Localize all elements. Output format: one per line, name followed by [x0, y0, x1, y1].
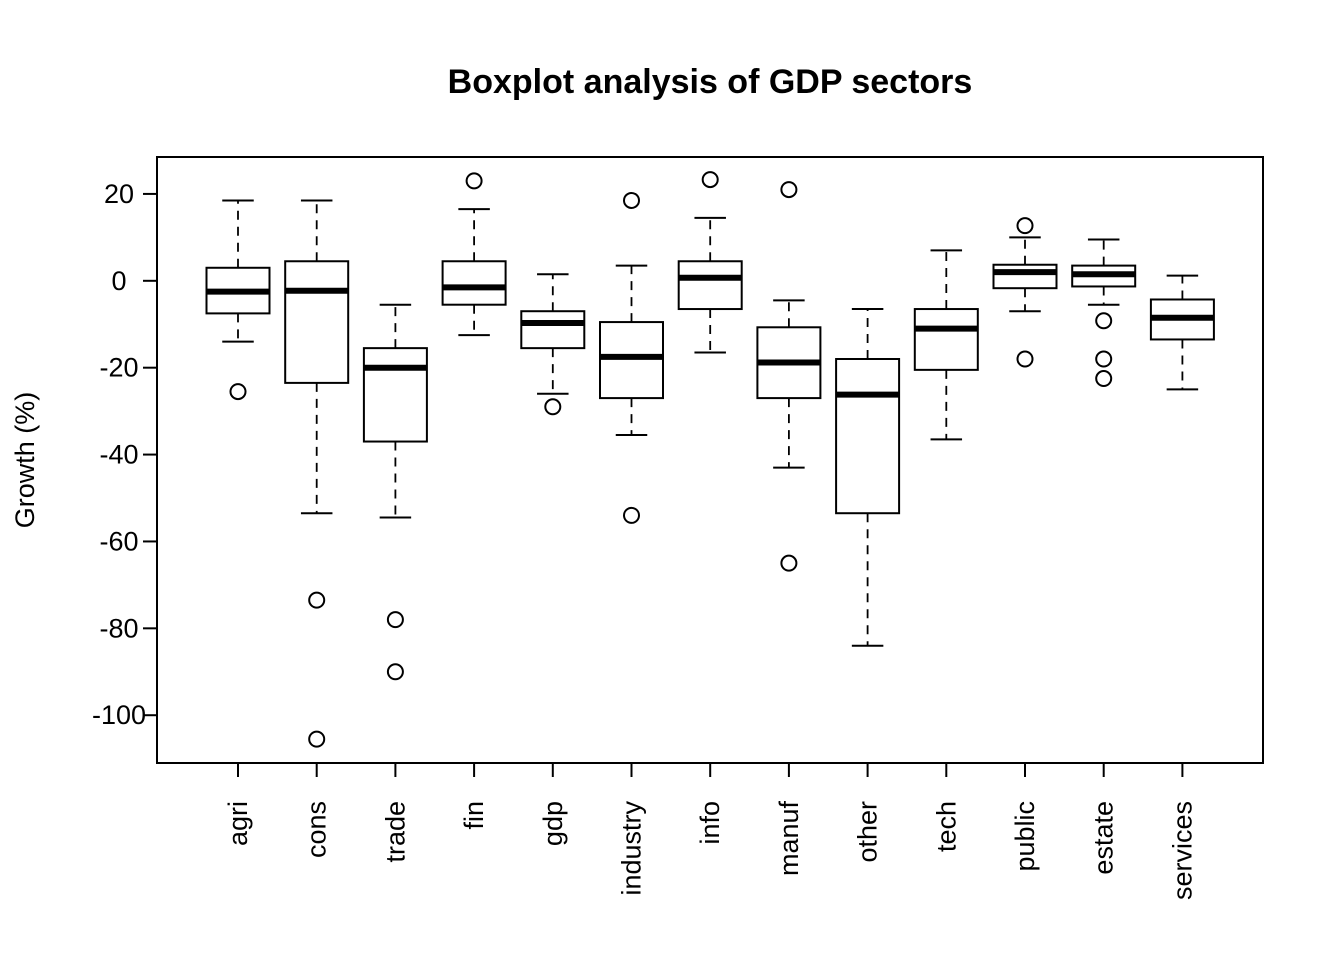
y-axis: 20 0 -20 -40 -60 -80 -100 [92, 179, 158, 730]
y-tick-label: -40 [99, 440, 138, 470]
y-axis-label: Growth (%) [10, 392, 40, 529]
x-tick-label: public [1010, 801, 1040, 872]
outlier-point [623, 506, 640, 524]
box-series [205, 171, 1215, 748]
outlier-point [1016, 350, 1034, 368]
outlier-point [386, 611, 404, 629]
x-tick-label: trade [380, 801, 410, 863]
x-tick-label: estate [1089, 801, 1119, 875]
box-iqr [992, 263, 1058, 290]
x-tick-label: manuf [774, 801, 804, 877]
x-axis: agri cons trade fin gdp industry info manuf othe… [223, 762, 1197, 900]
outlier-point [1016, 217, 1034, 235]
outlier-point [623, 191, 640, 209]
box-public [992, 217, 1058, 368]
box-iqr [913, 308, 979, 371]
x-tick-label: fin [459, 801, 489, 830]
box-iqr [835, 358, 901, 515]
x-tick-label: gdp [538, 801, 568, 846]
chart-title: Boxplot analysis of GDP sectors [448, 63, 973, 101]
y-tick-label: 20 [104, 179, 134, 209]
outlier-point [701, 171, 719, 189]
box-gdp [520, 273, 586, 416]
box-iqr [441, 260, 507, 306]
box-estate [1071, 238, 1137, 388]
box-iqr [520, 310, 586, 350]
y-tick-label: -80 [99, 613, 138, 643]
x-tick-label: info [695, 801, 725, 845]
box-cons [284, 199, 350, 748]
x-tick-label: services [1167, 801, 1197, 900]
outlier-point [544, 398, 562, 416]
x-tick-label: other [853, 801, 883, 863]
box-fin [441, 172, 507, 337]
outlier-point [1095, 312, 1113, 330]
box-tech [913, 249, 979, 441]
y-tick-label: -100 [92, 700, 146, 730]
box-iqr [284, 260, 350, 384]
box-iqr [599, 321, 664, 400]
outlier-point [465, 172, 483, 190]
y-tick-label: -20 [99, 353, 138, 383]
y-tick-label: -60 [99, 526, 138, 556]
box-other [835, 308, 901, 647]
plot-frame [156, 156, 1264, 764]
box-iqr [362, 347, 428, 443]
box-industry [599, 191, 664, 524]
outlier-point [1095, 370, 1113, 388]
box-manuf [756, 181, 822, 572]
outlier-point [308, 730, 326, 748]
box-trade [362, 303, 428, 681]
x-tick-label: agri [223, 801, 253, 846]
y-tick-label: 0 [111, 266, 126, 296]
outlier-point [308, 591, 326, 609]
outlier-point [780, 554, 798, 572]
x-tick-label: tech [931, 801, 961, 852]
box-info [677, 171, 743, 354]
x-tick-label: industry [617, 801, 647, 896]
outlier-point [1095, 350, 1113, 368]
box-services [1149, 274, 1215, 391]
outlier-point [386, 663, 404, 681]
box-agri [205, 199, 271, 401]
outlier-point [780, 181, 798, 199]
x-tick-label: cons [302, 801, 332, 858]
outlier-point [229, 383, 247, 401]
box-iqr [677, 260, 743, 311]
